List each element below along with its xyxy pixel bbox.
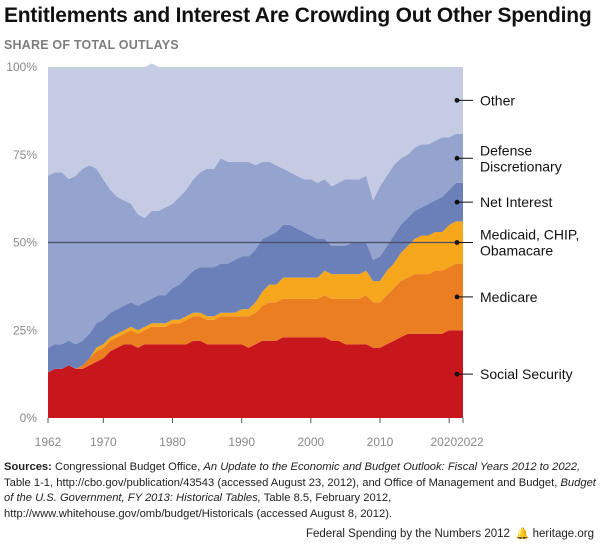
area-social-security [48, 330, 463, 418]
callout-dot [454, 371, 460, 377]
sources-note: Sources: Congressional Budget Office, An… [4, 460, 596, 522]
callout-dot [454, 199, 460, 205]
area-other [48, 63, 463, 218]
area-medicaid-chip-obamacare [48, 221, 463, 373]
callout-dot [454, 97, 460, 103]
series-label-medicaid-chip-obamacare: Medicaid, CHIP, [480, 227, 579, 243]
y-tick-label: 25% [13, 323, 37, 337]
area-defense-discretionary [48, 133, 463, 348]
x-tick-label: 2022 [457, 435, 484, 449]
y-tick-label: 75% [13, 148, 37, 162]
series-label-medicare: Medicare [480, 289, 538, 305]
area-medicare [48, 263, 463, 373]
series-label-medicaid-chip-obamacare: Obamacare [480, 243, 553, 259]
x-tick-label: 2000 [297, 435, 324, 449]
x-tick-label: 1962 [35, 435, 62, 449]
chart-title: Entitlements and Interest Are Crowding O… [4, 4, 592, 27]
sources-italic-2: Budget of the U.S. Government, FY 2013: … [4, 476, 596, 505]
x-tick-label: 1970 [90, 435, 117, 449]
footer-site[interactable]: heritage.org [532, 528, 594, 540]
x-tick-label: 1990 [228, 435, 255, 449]
series-label-net-interest: Net Interest [480, 194, 552, 210]
x-tick-label: 2020 [430, 435, 457, 449]
callout-dot [454, 294, 460, 300]
y-tick-label: 0% [20, 411, 38, 425]
sources-text-1: Congressional Budget Office, [51, 461, 204, 473]
series-label-other: Other [480, 92, 515, 108]
x-tick-label: 2010 [367, 435, 394, 449]
footer-text: Federal Spending by the Numbers 2012 [305, 528, 510, 540]
area-net-interest [48, 182, 463, 373]
sources-label: Sources: [4, 461, 52, 473]
sources-italic-1: An Update to the Economic and Budget Out… [203, 461, 581, 473]
series-label-social-security: Social Security [480, 366, 573, 382]
bell-icon: 🔔 [515, 528, 530, 540]
sources-text-2: Table 1-1, http://cbo.gov/publication/43… [4, 476, 561, 489]
series-label-defense-discretionary: Defense [480, 142, 532, 158]
y-tick-label: 100% [6, 60, 37, 74]
y-tick-label: 50% [13, 236, 37, 250]
callout-dot [454, 155, 460, 161]
chart-subtitle: SHARE OF TOTAL OUTLAYS [4, 38, 179, 52]
footer: Federal Spending by the Numbers 2012 🔔 her… [306, 527, 594, 540]
sources-text-3: Table 8.5, February 2012, http://www.whi… [4, 492, 393, 520]
stacked-area-chart: 0% 25% 50% 75% 100% 1962 1970 1980 1990 2000 2010… [6, 60, 579, 449]
series-label-defense-discretionary: Discretionary [480, 158, 562, 174]
x-tick-label: 1980 [159, 435, 186, 449]
callout-dot [454, 240, 460, 245]
